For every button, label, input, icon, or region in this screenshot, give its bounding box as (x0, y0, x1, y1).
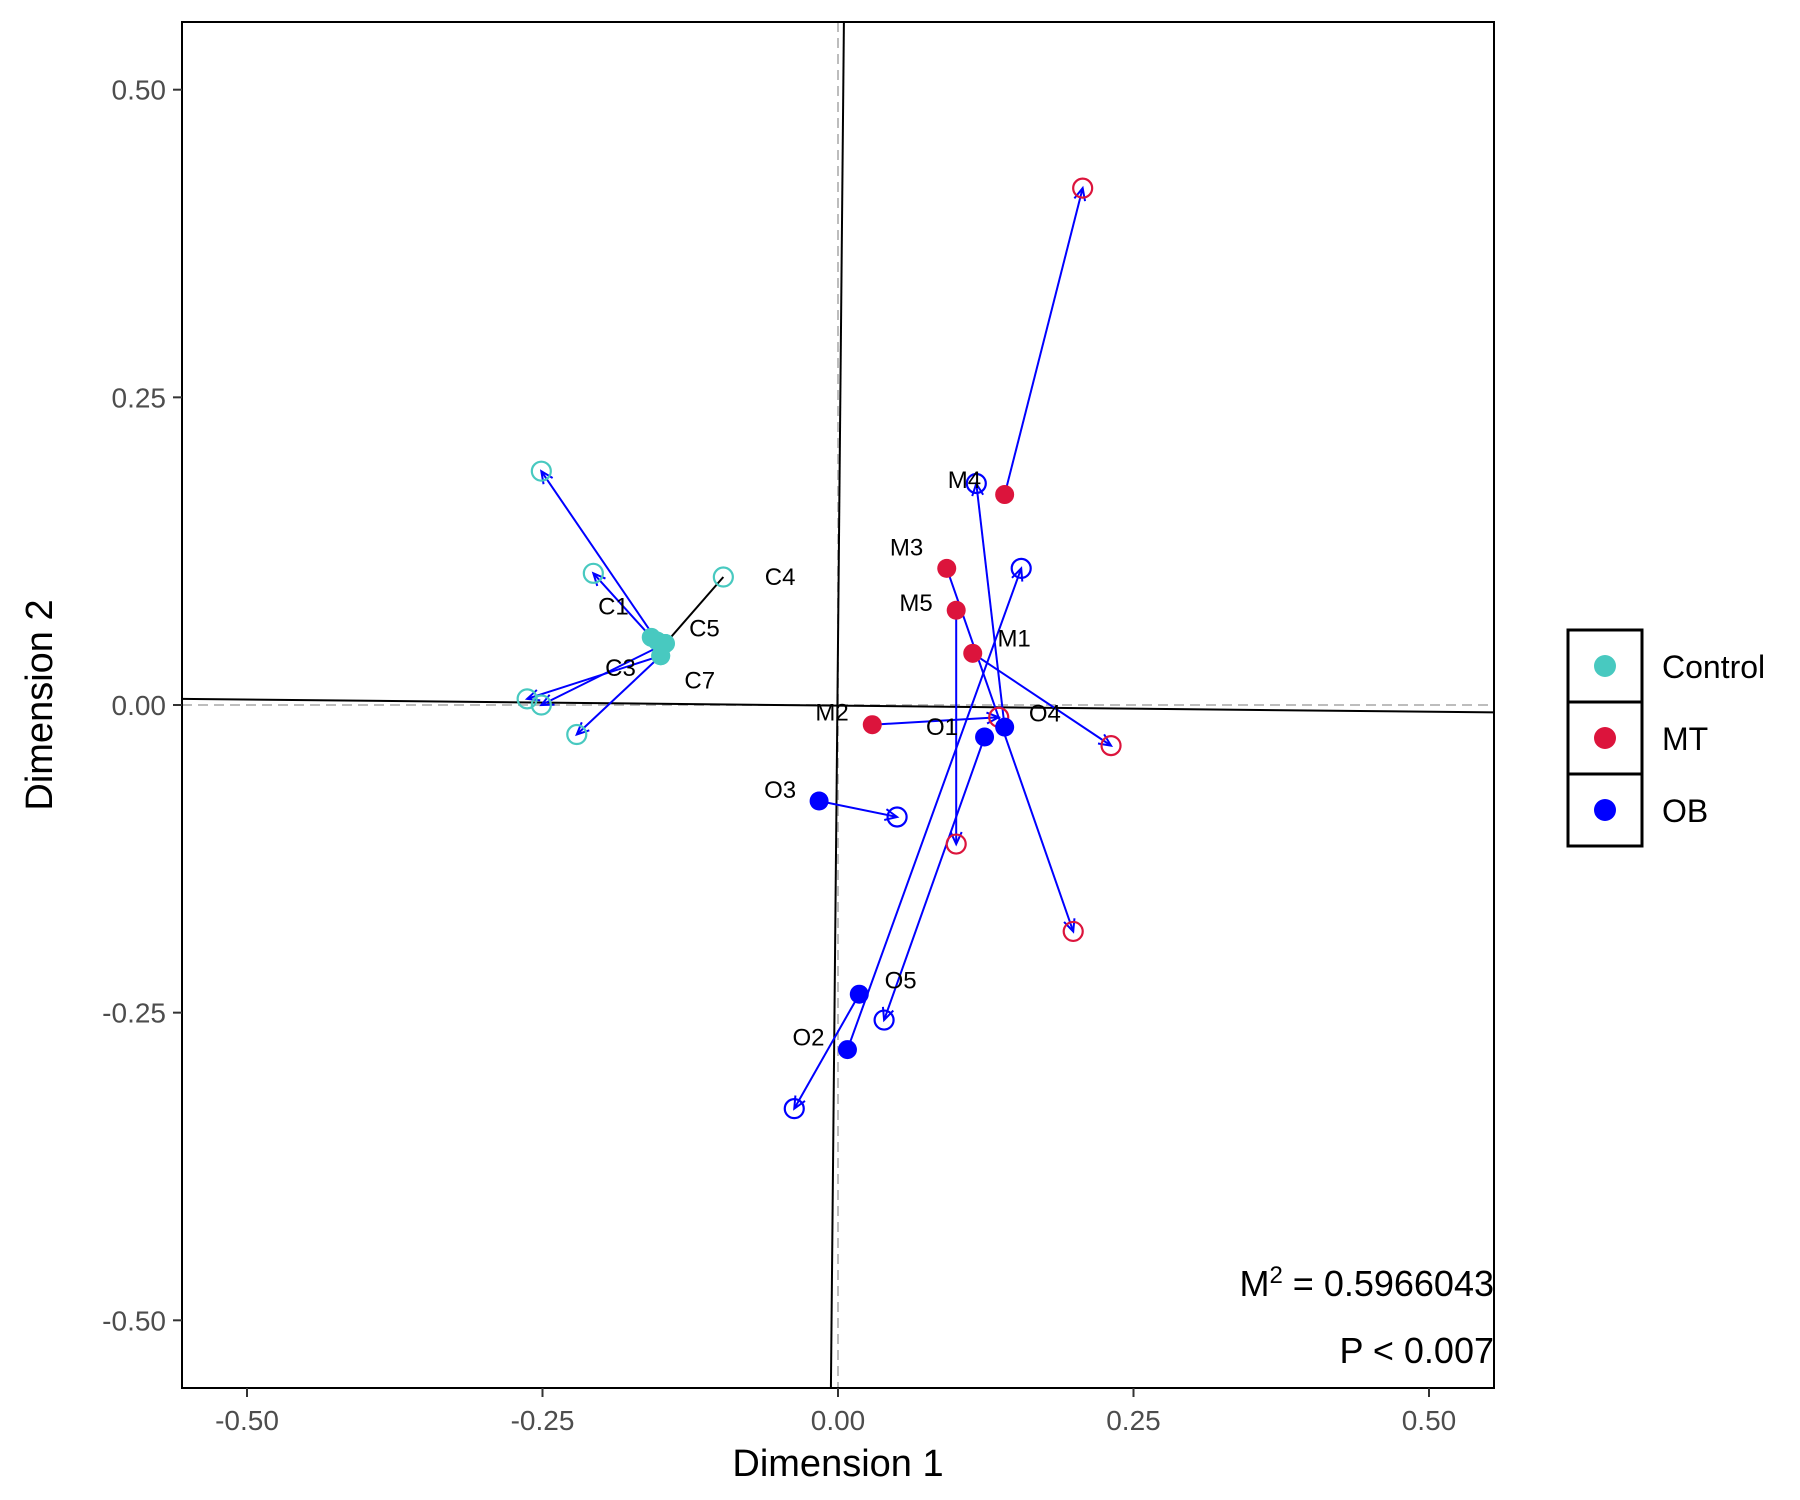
target-point-m4 (1072, 177, 1094, 199)
target-point-c5 (530, 694, 552, 716)
y-tick-label: 0.50 (112, 75, 167, 106)
x-axis-title: Dimension 1 (732, 1443, 943, 1485)
m2-exponent: 2 (1269, 1262, 1282, 1289)
point-label-m4: M4 (948, 467, 981, 494)
arrow-c5 (540, 642, 666, 706)
target-point-o5 (783, 1098, 805, 1120)
point-label-o2: O2 (792, 1024, 824, 1051)
y-tick-label: 0.25 (112, 382, 167, 413)
arrow-c2 (540, 470, 658, 642)
procrustes-arrows (524, 185, 1114, 1111)
target-point-m1 (1100, 735, 1122, 757)
point-m5 (946, 600, 966, 620)
point-label-c1: C1 (598, 594, 629, 621)
m2-value: = 0.5966043 (1283, 1263, 1494, 1304)
point-label-c7: C7 (684, 667, 715, 694)
arrow-m3 (945, 568, 1075, 932)
point-m1 (963, 643, 983, 663)
point-label-m1: M1 (997, 626, 1030, 653)
y-tick-label: -0.50 (102, 1305, 166, 1336)
arrow-o2 (846, 568, 1023, 1050)
arrow-o5 (793, 993, 861, 1110)
target-point-o3 (886, 806, 908, 828)
point-label-c3: C3 (605, 655, 636, 682)
point-label-c4: C4 (765, 564, 796, 591)
legend-label-control: Control (1662, 649, 1765, 685)
point-o2 (837, 1040, 857, 1060)
statistics-annotation: M2 = 0.5966043 P < 0.007 (1239, 1262, 1494, 1372)
p-value: P < 0.007 (1340, 1330, 1494, 1371)
point-c7 (651, 646, 671, 666)
origin-points (641, 485, 1015, 1060)
arrow-m4 (1003, 187, 1084, 495)
point-o4 (995, 717, 1015, 737)
point-label-c5: C5 (689, 616, 720, 643)
point-m3 (937, 558, 957, 578)
target-point-o2 (1010, 557, 1032, 580)
legend-swatch-ob (1594, 799, 1616, 821)
x-tick-label: 0.00 (811, 1405, 866, 1436)
rotated-axis-2 (829, 21, 845, 1389)
reference-lines (181, 21, 1495, 1389)
target-point-c7 (566, 723, 588, 746)
arrow-o1 (883, 736, 986, 1021)
x-tick-label: -0.25 (511, 1405, 575, 1436)
point-o1 (975, 727, 995, 747)
x-tick-label: 0.50 (1402, 1405, 1457, 1436)
point-label-o3: O3 (764, 777, 796, 804)
legend: Control MT OB (1566, 628, 1765, 848)
arrow-c1 (592, 572, 652, 638)
legend-label-ob: OB (1662, 793, 1708, 829)
m2-prefix: M (1239, 1263, 1269, 1304)
point-o3 (809, 791, 829, 811)
point-m4 (995, 485, 1015, 505)
arrow-m2 (872, 716, 999, 726)
arrow-m1 (972, 652, 1112, 747)
y-tick-label: -0.25 (102, 998, 166, 1029)
point-labels: C1 C3 C4 C5 C7 M1 M2 M3 M4 M5 O1 O2 O3 O4 O5 (598, 467, 1061, 1051)
arrow-o4 (975, 483, 1006, 728)
point-o5 (849, 984, 869, 1004)
axes: -0.50 -0.25 0.00 0.25 0.50 -0.50 -0.25 0.00 0.25… (102, 75, 1456, 1436)
legend-swatch-mt (1594, 727, 1616, 749)
point-label-m3: M3 (890, 534, 923, 561)
target-point-o4 (965, 472, 987, 495)
target-point-c3 (516, 688, 538, 710)
target-point-m3 (1062, 920, 1084, 943)
arrow-c3 (526, 654, 662, 700)
point-label-m5: M5 (899, 590, 932, 617)
point-label-o4: O4 (1029, 701, 1061, 728)
y-axis-title: Dimension 2 (19, 599, 61, 810)
legend-swatch-control (1594, 655, 1616, 677)
point-m2 (862, 715, 882, 735)
target-point-o1 (873, 1009, 895, 1031)
x-tick-label: -0.50 (215, 1405, 279, 1436)
arrow-c7 (576, 655, 662, 736)
target-point-c2 (530, 460, 552, 482)
point-label-o1: O1 (926, 714, 958, 741)
legend-key-ob (1566, 772, 1644, 848)
point-label-o5: O5 (885, 968, 917, 995)
target-point-c1 (582, 562, 604, 584)
target-point-c4 (712, 566, 734, 588)
x-tick-label: 0.25 (1106, 1405, 1161, 1436)
y-tick-label: 0.00 (112, 690, 167, 721)
m2-statistic: M2 = 0.5966043 (1239, 1262, 1494, 1305)
point-label-m2: M2 (815, 699, 848, 726)
legend-label-mt: MT (1662, 721, 1708, 757)
arrow-c4 (664, 576, 725, 645)
target-point-m5 (945, 833, 967, 855)
arrow-o3 (818, 800, 898, 818)
